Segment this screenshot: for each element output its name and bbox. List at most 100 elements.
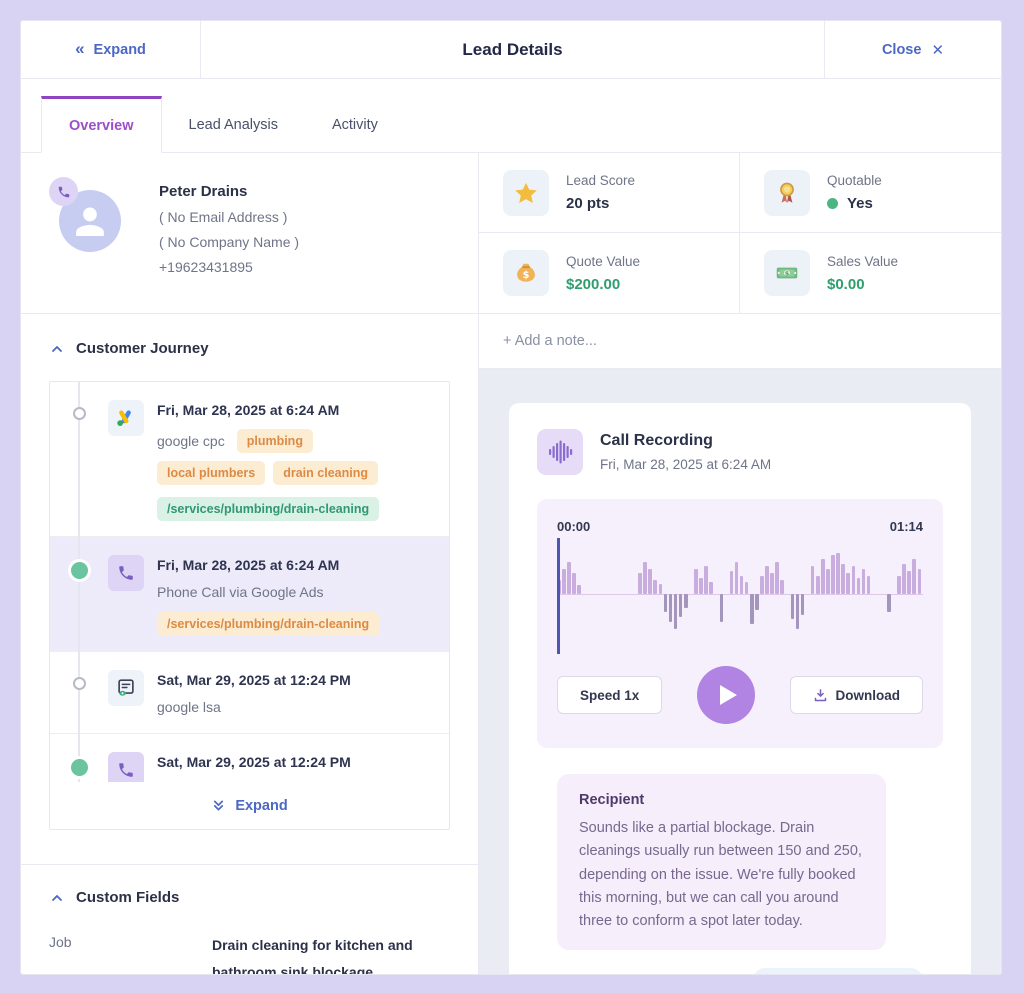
recording-section: Call Recording Fri, Mar 28, 2025 at 6:24… — [479, 369, 1001, 974]
waveform-slot — [815, 546, 821, 642]
moneybag-icon: $ — [503, 250, 549, 296]
waveform-slot — [780, 546, 785, 642]
journey-event[interactable]: Fri, Mar 28, 2025 at 6:24 AM google cpc pl… — [50, 382, 449, 537]
journey-event-sources: Phone Call via Google Ads — [157, 584, 429, 600]
play-button[interactable] — [696, 666, 755, 724]
double-chevron-down-icon — [214, 800, 224, 811]
add-note-input[interactable]: + Add a note... — [479, 314, 1001, 369]
custom-fields-section: Custom Fields Job Drain cleaning for kitc… — [21, 864, 478, 974]
waveform-bar — [673, 594, 678, 629]
waveform-bar — [577, 584, 581, 594]
custom-field-row: Job Drain cleaning for kitchen and bathro… — [49, 932, 450, 974]
stat-lead-score: Lead Score 20 pts — [479, 153, 740, 233]
tab-activity[interactable]: Activity — [331, 116, 378, 133]
waveform-slot — [795, 546, 801, 642]
player-times: 00:00 01:14 — [557, 519, 923, 534]
waveform-slot — [729, 546, 735, 642]
recording-title: Call Recording — [600, 432, 713, 449]
waveform-slot — [704, 546, 709, 642]
stat-quotable: Quotable Yes — [740, 153, 1001, 233]
time-current: 00:00 — [557, 519, 591, 534]
waveform-slot — [831, 546, 836, 642]
expand-button[interactable]: « Expand — [21, 21, 201, 78]
waveform-slot — [790, 546, 796, 642]
timeline-marker — [50, 562, 108, 579]
journey-event-sources: Phone Call via LSA Listing — [157, 781, 429, 782]
waveform-bar — [821, 559, 825, 594]
speed-button[interactable]: Speed 1x — [557, 676, 663, 714]
waveform-bar — [572, 573, 576, 594]
tab-overview[interactable]: Overview — [41, 96, 162, 153]
waveform-slot — [800, 546, 806, 642]
journey-expand-button[interactable]: Expand — [50, 782, 449, 829]
customer-journey-header[interactable]: Customer Journey — [49, 340, 450, 357]
stat-value: $0.00 — [827, 275, 865, 293]
waveform-bar — [709, 582, 713, 594]
cash-icon: $ — [764, 250, 810, 296]
waveform-bar — [912, 559, 917, 594]
contact-phone: +19623431895 — [159, 259, 253, 275]
avatar-wrap — [49, 177, 131, 289]
keyword-tag: local plumbers — [157, 461, 266, 485]
waveform-slot — [856, 546, 862, 642]
waveform-slot — [907, 546, 912, 642]
custom-fields-header[interactable]: Custom Fields — [49, 889, 450, 906]
waveform-bar — [775, 561, 779, 594]
journey-event[interactable]: Sat, Mar 29, 2025 at 12:24 PM Phone Call … — [50, 734, 449, 782]
waveform-bar — [694, 568, 698, 594]
waveform-slot — [810, 546, 816, 642]
phone-icon — [108, 555, 144, 591]
stat-value: $200.00 — [566, 275, 621, 293]
journey-event-sources: google cpc plumbing local plumbers drain cl… — [157, 429, 429, 485]
waveform-bar — [760, 575, 764, 594]
stat-value: 20 pts — [566, 195, 610, 212]
page-title: Lead Details — [462, 39, 563, 59]
waveform-slot — [668, 546, 674, 642]
marker-open-icon — [72, 407, 86, 420]
transcript-speaker: Recipient — [579, 792, 645, 808]
download-button[interactable]: Download — [789, 676, 923, 714]
waveform[interactable] — [557, 538, 923, 654]
waveform-bar — [790, 594, 795, 620]
tab-lead-analysis[interactable]: Lead Analysis — [188, 116, 278, 133]
stat-text: Sales Value $0.00 — [827, 254, 898, 293]
contact-info: Peter Drains ( No Email Address ) ( No C… — [159, 177, 299, 289]
customer-journey-title: Customer Journey — [76, 340, 209, 357]
custom-field-label: Job — [49, 934, 72, 950]
download-icon — [814, 688, 826, 701]
left-column: Peter Drains ( No Email Address ) ( No C… — [21, 153, 479, 974]
close-button[interactable]: Close ✕ — [824, 21, 1001, 78]
timeline-line — [78, 382, 80, 782]
waveform-slot — [719, 546, 725, 642]
waveform-bar — [795, 594, 800, 629]
waveform-slot — [663, 546, 669, 642]
page-path-tag: /services/plumbing/drain-cleaning — [157, 612, 380, 636]
waveform-bar — [668, 594, 673, 622]
waveform-bar — [800, 594, 805, 615]
content: Peter Drains ( No Email Address ) ( No C… — [21, 153, 1001, 974]
playhead-cursor[interactable] — [557, 538, 560, 654]
contact-email: ( No Email Address ) — [159, 209, 288, 225]
star-icon — [503, 169, 549, 216]
waveform-slot — [760, 546, 765, 642]
journey-event[interactable]: Sat, Mar 29, 2025 at 12:24 PM google lsa — [50, 652, 449, 734]
tab-bar: Overview Lead Analysis Activity — [21, 79, 1001, 153]
audio-player: 00:00 01:14 Speed 1x — [537, 499, 943, 748]
waveform-slot — [572, 546, 577, 642]
waveform-bar — [841, 564, 845, 594]
svg-text:$: $ — [523, 270, 530, 281]
close-button-label: Close — [881, 41, 922, 58]
journey-event-source: google lsa — [157, 699, 221, 715]
stat-label: Lead Score — [566, 173, 636, 188]
waveform-slot — [699, 546, 704, 642]
waveform-slot — [562, 546, 567, 642]
player-controls: Speed 1x Download — [557, 666, 923, 724]
waveform-bar — [902, 564, 906, 594]
waveform-bar — [658, 583, 663, 594]
journey-event[interactable]: Fri, Mar 28, 2025 at 6:24 AM Phone Call v… — [50, 537, 449, 652]
journey-event-sources: google lsa — [157, 699, 429, 715]
journey-page-tag-row: /services/plumbing/drain-cleaning — [157, 497, 429, 521]
chevron-up-icon — [52, 345, 62, 352]
waveform-slot — [673, 546, 679, 642]
waveform-slot — [770, 546, 775, 642]
